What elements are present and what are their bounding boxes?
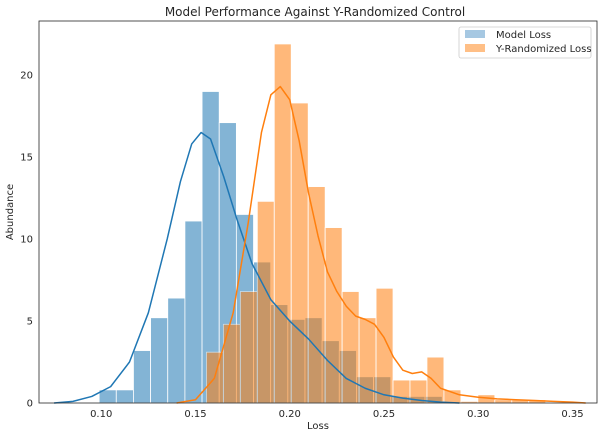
plot-frame: [38, 20, 598, 404]
bar-y-randomized-loss-13: [426, 356, 445, 404]
y-tick-label: 10: [20, 235, 33, 246]
legend-label-y-randomized-loss: Y-Randomized Loss: [495, 44, 592, 55]
y-axis-ticks: 0 5 10 15 20: [20, 71, 33, 410]
bar-model-loss-5: [184, 220, 203, 404]
bar-model-loss-3: [150, 317, 169, 404]
bar-model-loss-1: [115, 389, 134, 404]
y-tick-label: 0: [27, 399, 33, 410]
x-axis-title: Loss: [307, 421, 329, 432]
bars-layer: [98, 43, 547, 404]
bar-y-randomized-loss-7: [324, 227, 343, 404]
legend-swatch-model-loss: [465, 30, 485, 38]
x-tick-label: 0.25: [373, 409, 395, 420]
legend: Model Loss Y-Randomized Loss: [458, 26, 592, 59]
legend-label-model-loss: Model Loss: [496, 30, 551, 41]
chart-title: Model Performance Against Y-Randomized C…: [165, 5, 465, 19]
legend-box: [458, 26, 592, 59]
kde-layer: [54, 85, 586, 404]
bars-y-randomized-loss: [205, 43, 547, 404]
y-tick-label: 5: [27, 317, 33, 328]
bar-y-randomized-loss-17: [494, 399, 513, 404]
bar-y-randomized-loss-9: [358, 317, 377, 404]
x-tick-label: 0.30: [467, 409, 489, 420]
bar-y-randomized-loss-6: [307, 186, 326, 404]
x-tick-label: 0.35: [561, 409, 583, 420]
x-tick-label: 0.20: [279, 409, 301, 420]
legend-swatch-y-randomized-loss: [465, 44, 485, 52]
x-tick-label: 0.10: [90, 409, 112, 420]
bar-model-loss-2: [133, 350, 151, 404]
y-axis-title: Abundance: [5, 184, 16, 240]
bar-model-loss-4: [167, 297, 186, 404]
bar-y-randomized-loss-2: [239, 291, 258, 404]
bar-y-randomized-loss-10: [375, 287, 394, 404]
y-tick-label: 20: [20, 71, 33, 82]
y-tick-label: 15: [20, 153, 33, 164]
kde-line-model-loss: [54, 131, 460, 404]
bar-y-randomized-loss-8: [341, 291, 360, 404]
bar-y-randomized-loss-11: [392, 379, 411, 404]
x-axis-ticks: 0.10 0.15 0.20 0.25 0.30 0.35: [90, 409, 584, 420]
kde-line-y-randomized-loss: [176, 85, 586, 404]
bar-y-randomized-loss-3: [256, 200, 275, 404]
x-tick-label: 0.15: [184, 409, 206, 420]
